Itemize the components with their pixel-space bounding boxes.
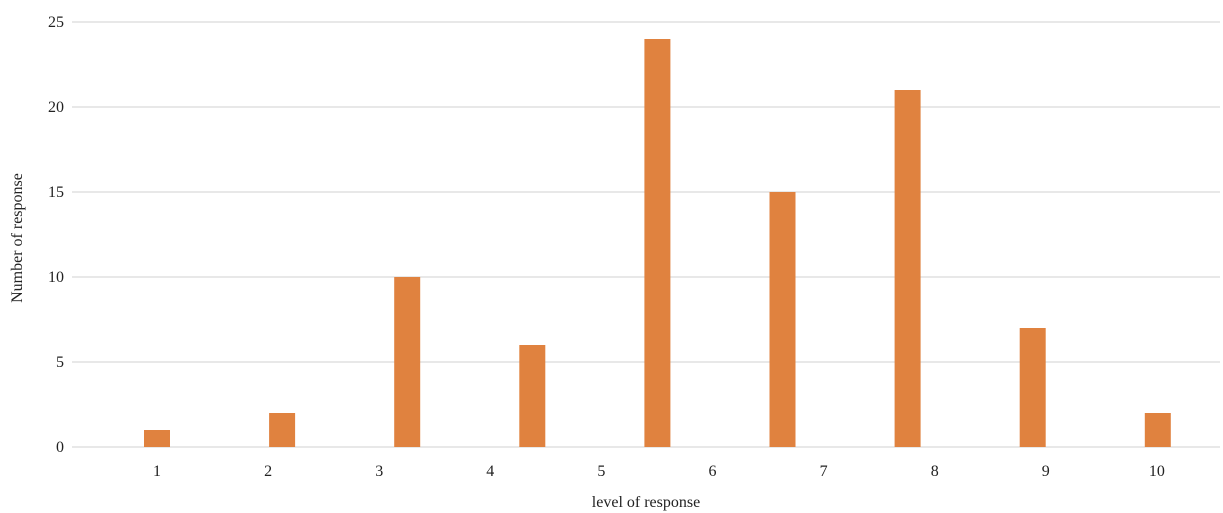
bar [269, 413, 296, 447]
y-tick-label: 5 [56, 354, 64, 371]
y-tick-label: 25 [48, 14, 64, 31]
x-axis-title: level of response [592, 494, 700, 511]
y-axis-title: Number of response [9, 173, 26, 303]
x-tick-label: 4 [486, 463, 494, 480]
bar [644, 39, 671, 447]
bar [519, 345, 546, 447]
x-tick-label: 10 [1149, 463, 1165, 480]
x-tick-label: 9 [1042, 463, 1050, 480]
bar [1144, 413, 1171, 447]
x-tick-label: 3 [375, 463, 383, 480]
y-axis-ticks: 0 5 10 15 20 25 [48, 14, 64, 456]
x-tick-label: 5 [597, 463, 605, 480]
x-tick-label: 2 [264, 463, 272, 480]
y-tick-label: 0 [56, 439, 64, 456]
bar [1019, 328, 1046, 447]
x-tick-label: 1 [153, 463, 161, 480]
x-tick-label: 7 [820, 463, 828, 480]
y-tick-label: 20 [48, 99, 64, 116]
bars [144, 39, 1171, 447]
x-axis-ticks: 1 2 3 4 5 6 7 8 9 10 [153, 463, 1165, 480]
y-tick-label: 10 [48, 269, 64, 286]
bar [769, 192, 796, 447]
y-tick-label: 15 [48, 184, 64, 201]
x-tick-label: 6 [709, 463, 717, 480]
bar [394, 277, 421, 447]
bar [144, 430, 170, 447]
bar [894, 90, 921, 447]
x-tick-label: 8 [931, 463, 939, 480]
